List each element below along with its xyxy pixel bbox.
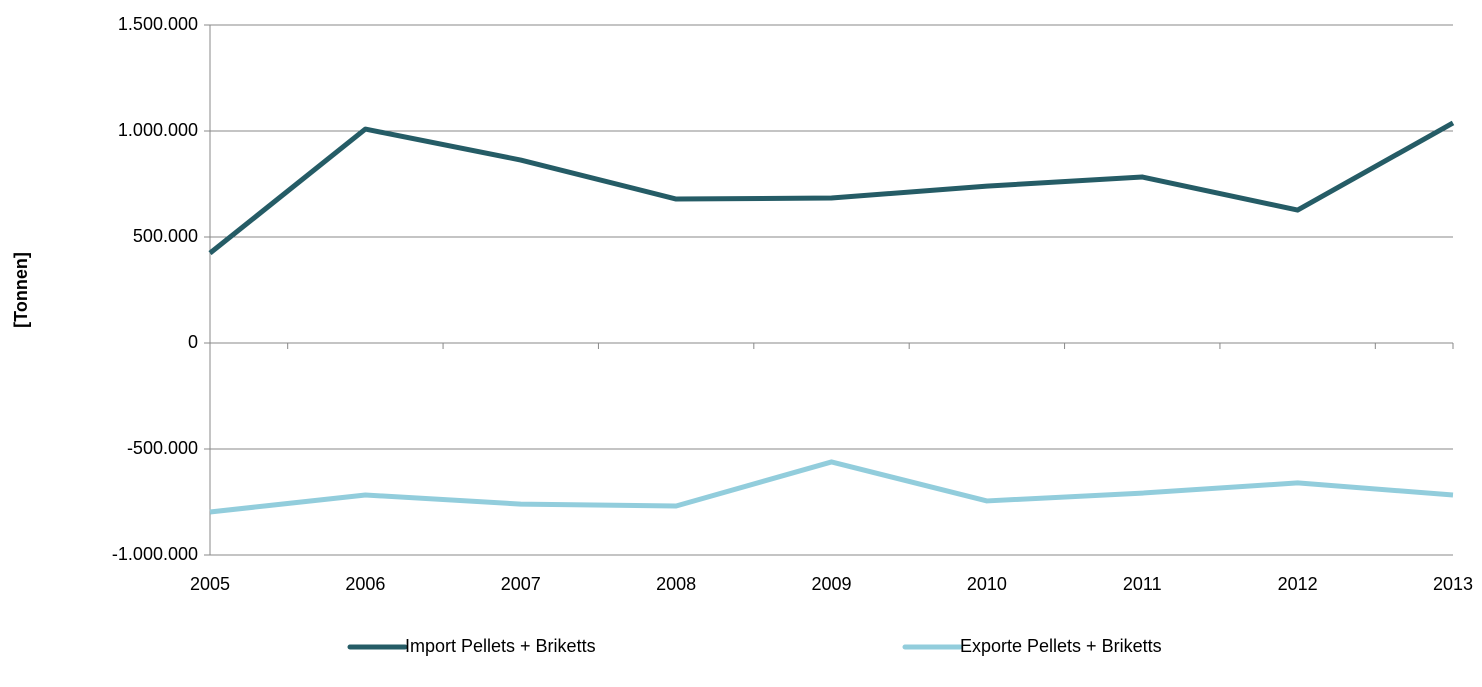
y-axis-label: [Tonnen] (11, 252, 31, 328)
line-series (208, 120, 1455, 256)
x-tick-label: 2005 (190, 574, 230, 594)
x-tick-label: 2008 (656, 574, 696, 594)
y-tick-label: 1.000.000 (118, 120, 198, 140)
y-tick-label: 1.500.000 (118, 14, 198, 34)
x-tick-label: 2011 (1123, 574, 1162, 594)
x-tick-label: 2012 (1278, 574, 1318, 594)
y-tick-label: 0 (188, 332, 198, 352)
line-series (209, 459, 1454, 515)
x-tick-label: 2006 (345, 574, 385, 594)
x-tick-label: 2013 (1433, 574, 1473, 594)
x-tick-label: 2010 (967, 574, 1007, 594)
x-tick-label: 2009 (811, 574, 851, 594)
y-tick-label: -500.000 (127, 438, 198, 458)
x-tick-label: 2007 (501, 574, 541, 594)
y-tick-label: -1.000.000 (112, 544, 198, 564)
legend-label: Exporte Pellets + Briketts (960, 636, 1162, 656)
y-tick-label: 500.000 (133, 226, 198, 246)
legend-label: Import Pellets + Briketts (405, 636, 596, 656)
